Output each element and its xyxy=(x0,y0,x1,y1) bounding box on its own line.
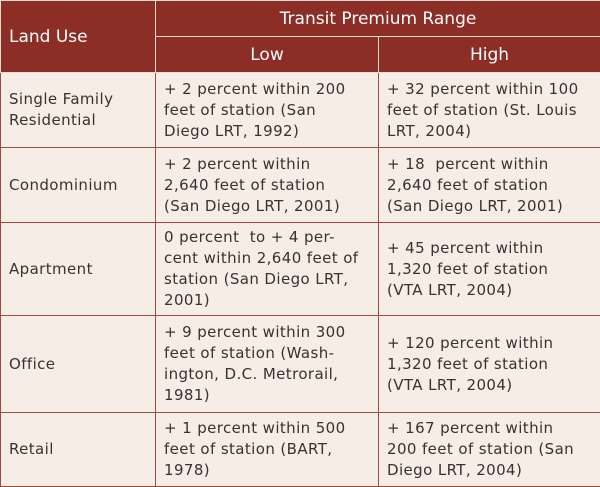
cell-line: Apartment xyxy=(9,259,147,280)
cell-line: Condominium xyxy=(9,175,147,196)
cell-line: Single Family xyxy=(9,89,147,110)
cell-line: + 45 percent within xyxy=(387,238,592,259)
cell-line: (VTA LRT, 2004) xyxy=(387,375,592,396)
cell-line: feet of station (BART, xyxy=(164,439,370,460)
header-cell: Land Use xyxy=(1,1,156,73)
cell-line: feet of station (Wash- xyxy=(164,343,370,364)
cell-line: cent within 2,640 feet of xyxy=(164,248,370,269)
cell-line: Residential xyxy=(9,110,147,131)
header-cell: Transit Premium Range xyxy=(156,1,600,37)
header-row: Land Use Transit Premium Range xyxy=(1,1,600,37)
cell-line: feet of station (San xyxy=(164,100,370,121)
cell-line: 2001) xyxy=(164,290,370,311)
cell-line: + 1 percent within 500 xyxy=(164,418,370,439)
cell-line: (San Diego LRT, 2001) xyxy=(387,196,592,217)
land-use-cell: Retail xyxy=(1,413,156,487)
cell-line: LRT, 2004) xyxy=(387,121,592,142)
land-use-cell: Condominium xyxy=(1,148,156,223)
cell-line: + 2 percent within xyxy=(164,154,370,175)
cell-line: + 2 percent within 200 xyxy=(164,79,370,100)
cell-line: 0 percent to + 4 per- xyxy=(164,227,370,248)
cell-line: 1,320 feet of station xyxy=(387,354,592,375)
table-row: Apartment 0 percent to + 4 per-cent withi… xyxy=(1,223,600,316)
premium-cell: 0 percent to + 4 per-cent within 2,640 f… xyxy=(156,223,379,316)
cell-line: 200 feet of station (San xyxy=(387,439,592,460)
cell-line: ington, D.C. Metrorail, xyxy=(164,364,370,385)
cell-line: + 167 percent within xyxy=(387,418,592,439)
cell-line: (San Diego LRT, 2001) xyxy=(164,196,370,217)
land-use-cell: Apartment xyxy=(1,223,156,316)
cell-line: 1981) xyxy=(164,385,370,406)
cell-line: 2,640 feet of station xyxy=(387,175,592,196)
cell-line: + 120 percent within xyxy=(387,333,592,354)
cell-line: Retail xyxy=(9,439,147,460)
cell-line: (VTA LRT, 2004) xyxy=(387,280,592,301)
cell-line: 2,640 feet of station xyxy=(164,175,370,196)
cell-line: Office xyxy=(9,354,147,375)
cell-line: + 32 percent within 100 xyxy=(387,79,592,100)
cell-line: 1978) xyxy=(164,460,370,481)
header-cell: High xyxy=(379,37,600,73)
cell-line: Diego LRT, 2004) xyxy=(387,460,592,481)
cell-line: feet of station (St. Louis xyxy=(387,100,592,121)
cell-line: + 18 percent within xyxy=(387,154,592,175)
land-use-cell: Office xyxy=(1,316,156,413)
header-cell: Low xyxy=(156,37,379,73)
cell-line: + 9 percent within 300 xyxy=(164,322,370,343)
cell-line: station (San Diego LRT, xyxy=(164,269,370,290)
cell-line: 1,320 feet of station xyxy=(387,259,592,280)
cell-line: Diego LRT, 1992) xyxy=(164,121,370,142)
